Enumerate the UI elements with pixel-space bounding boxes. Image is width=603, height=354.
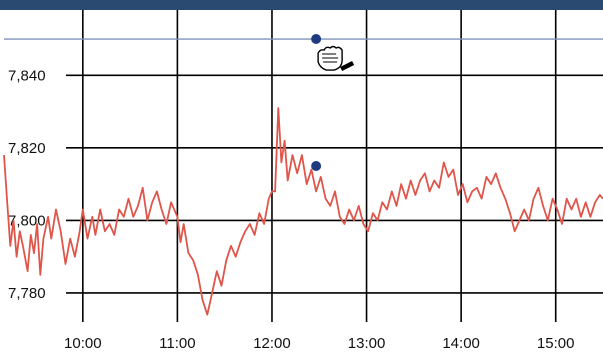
price-line [3,107,603,316]
crosshair-marker [311,34,322,45]
grab-hand-cursor-icon [317,45,355,72]
y-tick-label: 7,840 [8,67,46,84]
x-tick-label: 12:00 [253,335,291,352]
y-tick-label: 7,780 [8,285,46,302]
chart-grid [4,10,603,322]
x-tick-label: 15:00 [537,335,575,352]
x-tick-label: 11:00 [159,335,195,352]
hand-fingers [322,53,339,63]
price-series [3,107,603,316]
x-tick-label: 13:00 [348,335,386,352]
x-tick-label: 10:00 [64,335,102,352]
x-tick-label: 14:00 [442,335,480,352]
hand-glyph [317,45,355,72]
crosshair-marker [311,161,322,171]
hand-cuff [340,61,355,72]
x-axis-tick-labels: 10:00 11:00 12:00 13:00 14:00 15:00 [64,335,574,352]
header-bar [0,0,603,10]
y-tick-label: 7,820 [8,140,46,157]
crosshair-markers [311,34,322,171]
